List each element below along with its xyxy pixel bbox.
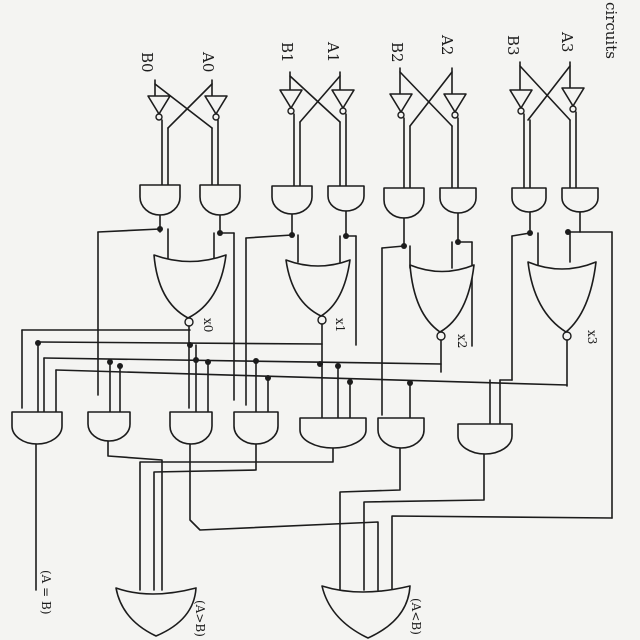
not-gate-a1 — [331, 89, 355, 109]
output-label-gt: (A>B) — [193, 600, 207, 637]
not-gate-b1 — [279, 89, 303, 109]
input-label-b0: B0 — [138, 52, 156, 73]
nor-bubble-x2 — [436, 331, 446, 341]
nor-gate-x0 — [153, 254, 227, 319]
and-gate-g3 — [299, 417, 367, 449]
not-gate-a2 — [443, 93, 467, 113]
and-gate-row — [11, 411, 513, 455]
and-gate-s0-r — [199, 184, 241, 216]
xnor-label-x0: x0 — [201, 318, 215, 332]
or-gate-lt — [321, 585, 411, 639]
output-routing — [35, 440, 613, 591]
bit-slice-0: x0 — [97, 79, 241, 409]
sheet-title: circuits — [602, 2, 620, 59]
and-gate-s2-r — [439, 187, 477, 214]
xnor-label-x3: x3 — [585, 330, 599, 344]
bus-lines — [21, 329, 568, 425]
output-label-eq: (A = B) — [39, 570, 53, 615]
input-label-a1: A1 — [324, 41, 342, 62]
and-gate-s2-l — [383, 187, 425, 219]
output-label-lt: (A<B) — [409, 598, 423, 635]
xnor-label-x2: x2 — [455, 334, 469, 348]
bit-slice-2: x2 — [381, 67, 477, 416]
nor-bubble-x0 — [184, 317, 194, 327]
and-gate-s3-l — [511, 187, 547, 213]
bit-slice-3: x3 — [509, 61, 613, 519]
not-gate-b0 — [147, 95, 171, 115]
and-gate-s3-r — [561, 187, 599, 213]
nor-gate-x1 — [285, 259, 351, 317]
and-gate-l2 — [377, 417, 425, 449]
output-gates — [115, 585, 411, 639]
and-gate-s1-r — [327, 185, 365, 212]
input-label-b2: B2 — [388, 42, 406, 63]
and-gate-s1-l — [271, 185, 313, 215]
not-gate-a0 — [204, 95, 228, 115]
and-gate-eq — [11, 411, 63, 445]
not-gate-b2 — [389, 93, 413, 113]
input-labels: B0 A0 B1 A1 B2 A2 B3 A3 — [138, 31, 576, 73]
input-label-a0: A0 — [199, 51, 217, 72]
nor-bubble-x1 — [317, 315, 327, 325]
input-label-b3: B3 — [504, 35, 522, 56]
input-label-a3: A3 — [558, 31, 576, 52]
or-gate-gt — [115, 587, 197, 637]
bit-slice-1: x1 — [245, 71, 365, 421]
input-label-a2: A2 — [438, 34, 456, 55]
and-gate-g2 — [169, 411, 213, 445]
not-gate-a3 — [561, 87, 585, 107]
input-label-b1: B1 — [278, 42, 296, 63]
xnor-label-x1: x1 — [333, 318, 347, 332]
and-gate-g1 — [87, 411, 131, 442]
not-gate-b3 — [509, 89, 533, 109]
and-gate-l3 — [457, 423, 513, 455]
nor-bubble-x3 — [562, 331, 572, 341]
nor-gate-x3 — [527, 261, 597, 333]
nor-gate-x2 — [409, 264, 475, 333]
and-gate-s0-l — [139, 184, 181, 216]
and-gate-l1 — [233, 411, 279, 445]
